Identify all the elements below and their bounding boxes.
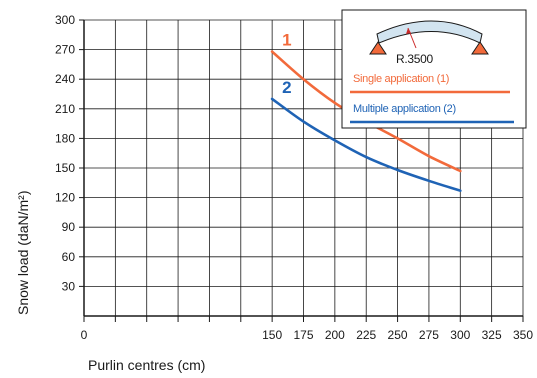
left-support-icon [369, 41, 387, 55]
y-axis-label: Snow load (daN/m²) [15, 191, 31, 316]
axes [79, 19, 524, 322]
y-tick-label: 120 [55, 191, 75, 205]
y-tick-label: 90 [62, 220, 76, 234]
x-axis-label: Purlin centres (cm) [88, 357, 205, 373]
series-number-label-1: 1 [282, 31, 291, 50]
legend-entry-single: Single application (1) [353, 73, 449, 85]
y-tick-label: 210 [55, 102, 75, 116]
x-tick-label: 300 [450, 328, 470, 342]
right-support-icon [471, 41, 489, 55]
legend-entry-multiple: Multiple application (2) [353, 103, 456, 115]
y-tick-label: 60 [62, 250, 76, 264]
x-tick-label: 350 [513, 328, 533, 342]
y-tick-label: 270 [55, 43, 75, 57]
y-tick-label: 30 [62, 279, 76, 293]
radius-label: R.3500 [396, 52, 434, 66]
series-line-2 [270, 97, 462, 192]
series-number-label-2: 2 [282, 78, 291, 97]
x-tick-label: 150 [262, 328, 282, 342]
radius-arrowhead-icon [406, 28, 411, 34]
x-tick-label: 200 [325, 328, 345, 342]
y-tick-label: 180 [55, 131, 75, 145]
x-tick-label: 225 [356, 328, 376, 342]
x-tick-label: 275 [419, 328, 439, 342]
x-tick-label: 0 [81, 328, 88, 342]
tick-labels: 0 150 175 200 225 250 275 300 325 350 30 60 90 120 150… [55, 13, 533, 342]
x-tick-label: 175 [293, 328, 313, 342]
y-tick-label: 150 [55, 161, 75, 175]
legend: R.3500 Single application (1) Multiple a… [341, 9, 527, 129]
y-tick-label: 240 [55, 72, 75, 86]
y-tick-label: 300 [55, 13, 75, 27]
x-tick-label: 250 [388, 328, 408, 342]
x-tick-label: 325 [482, 328, 502, 342]
